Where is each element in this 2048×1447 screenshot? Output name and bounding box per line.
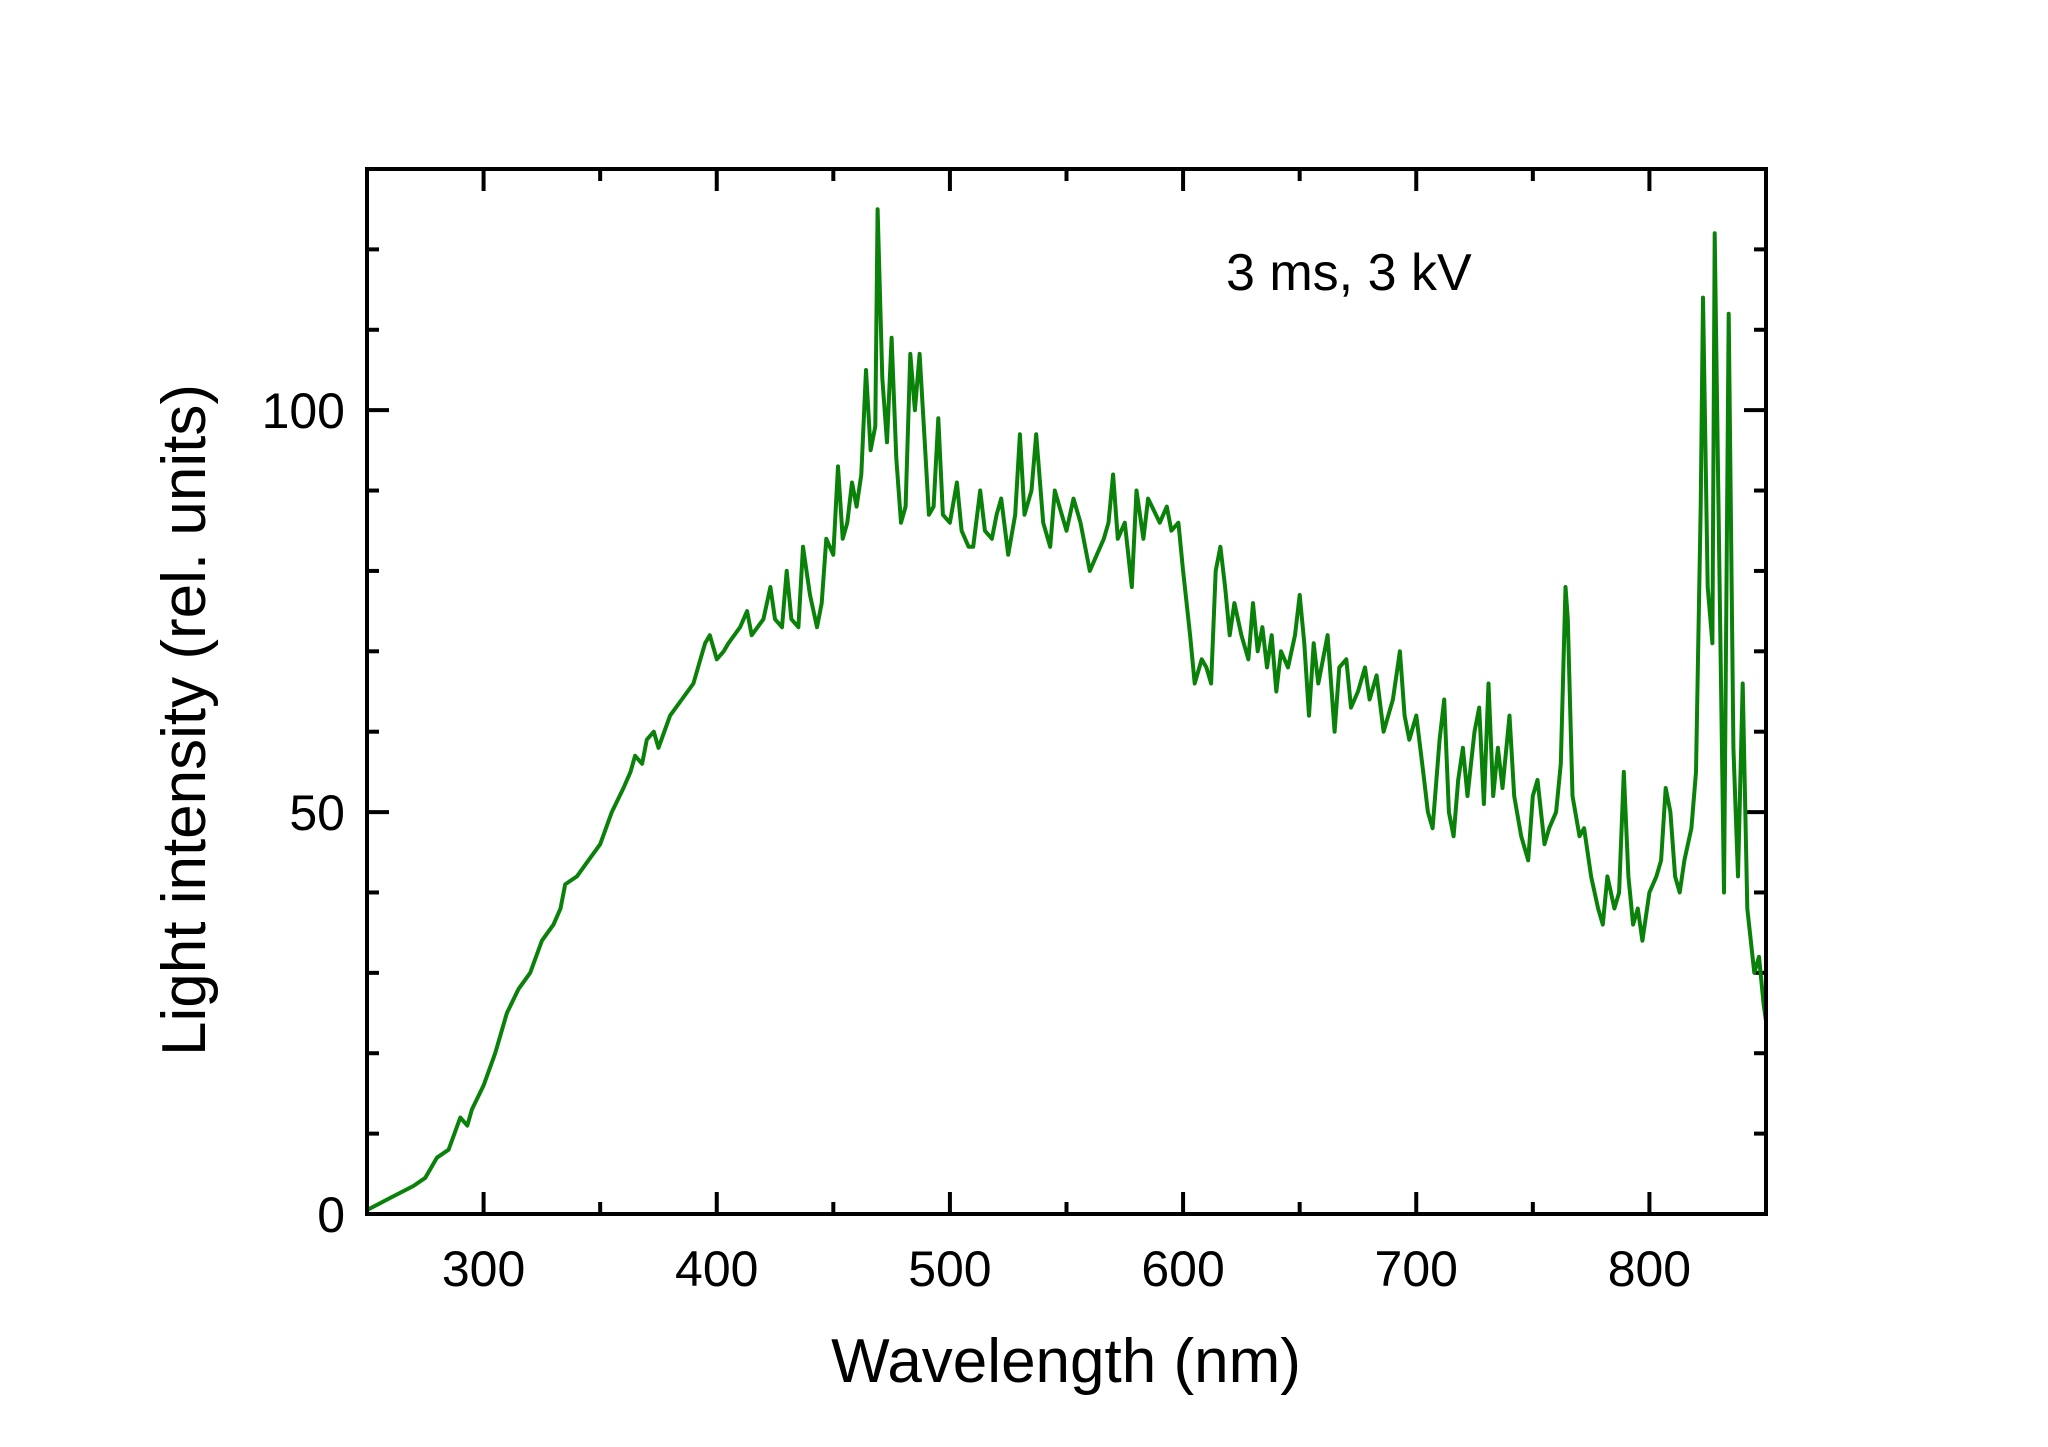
x-tick-label: 500 <box>908 1241 991 1297</box>
intensity-series-line <box>366 207 1768 1212</box>
y-axis-title: Light intensity (rel. units) <box>150 384 219 1056</box>
y-tick-label: 0 <box>317 1187 345 1243</box>
x-tick-label: 800 <box>1608 1241 1691 1297</box>
plot-frame <box>365 167 1768 1216</box>
x-tick-label: 600 <box>1141 1241 1224 1297</box>
axis-ticks <box>365 167 1768 1216</box>
x-axis-title: Wavelength (nm) <box>831 1327 1301 1396</box>
annotation-label: 3 ms, 3 kV <box>1226 244 1472 302</box>
x-tick-label: 400 <box>675 1241 758 1297</box>
x-tick-labels: 300 400 500 600 700 800 <box>442 1241 1691 1297</box>
y-tick-labels: 0 50 100 <box>262 383 345 1243</box>
x-tick-label: 300 <box>442 1241 525 1297</box>
y-tick-label: 50 <box>289 785 345 841</box>
y-tick-label: 100 <box>262 383 345 439</box>
x-tick-label: 700 <box>1375 1241 1458 1297</box>
